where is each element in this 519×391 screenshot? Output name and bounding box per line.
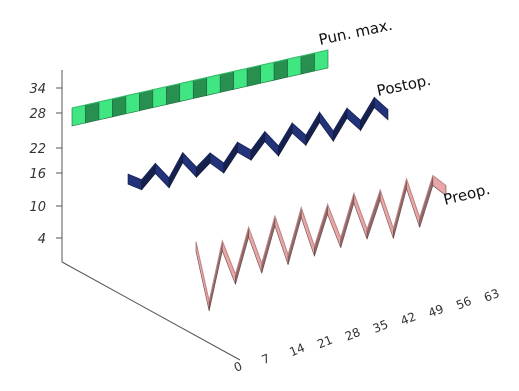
x-tick-label: 56 bbox=[454, 294, 473, 313]
ribbon-segment bbox=[98, 98, 113, 121]
ribbon-segment bbox=[152, 86, 167, 109]
y-tick-label: 10 bbox=[29, 200, 46, 215]
ribbon-segment bbox=[287, 55, 302, 78]
ribbon-segment bbox=[168, 152, 184, 189]
ribbon-segment bbox=[360, 96, 375, 132]
ribbon-segment bbox=[278, 122, 293, 158]
series-label: Pun. max. bbox=[317, 16, 394, 49]
ribbon-segment bbox=[346, 107, 361, 132]
x-tick-label: 7 bbox=[260, 351, 272, 367]
ribbon-segment bbox=[273, 58, 288, 81]
ribbon-edge bbox=[195, 174, 447, 302]
ribbon-segment bbox=[85, 101, 100, 124]
ribbon-segment bbox=[327, 204, 342, 248]
x-tick-label: 35 bbox=[371, 317, 390, 336]
series-ribbon bbox=[71, 49, 329, 127]
y-tick-label: 22 bbox=[29, 142, 46, 157]
series-group bbox=[71, 49, 447, 312]
y-tick-group: 34 28 22 16 10 4 bbox=[29, 82, 62, 247]
ribbon-segment bbox=[305, 111, 320, 147]
ribbon-segment bbox=[314, 49, 329, 72]
x-tick-label: 49 bbox=[426, 302, 445, 321]
ribbon-segment bbox=[192, 77, 208, 99]
ribbon-segment bbox=[237, 141, 252, 161]
x-tick-label: 63 bbox=[482, 286, 501, 305]
x-tick-label: 28 bbox=[343, 325, 362, 344]
y-tick-label: 34 bbox=[29, 82, 46, 97]
y-tick-label: 28 bbox=[29, 107, 46, 122]
ribbon-segment bbox=[223, 141, 238, 175]
series-ribbon bbox=[127, 96, 389, 191]
x-tick-label: 0 bbox=[232, 359, 244, 375]
ribbon-segment bbox=[112, 95, 127, 118]
ribbon-segment bbox=[260, 61, 275, 84]
depth-axis-line bbox=[61, 261, 241, 361]
ribbon-segment bbox=[248, 227, 263, 274]
ribbon-edge bbox=[71, 49, 329, 109]
series-label: Postop. bbox=[375, 71, 432, 100]
ribbon-segment bbox=[125, 92, 140, 115]
ribbon-edge bbox=[127, 96, 389, 181]
ribbon-segment bbox=[209, 152, 225, 174]
ribbon-segment bbox=[246, 64, 261, 87]
y-tick-label: 16 bbox=[29, 167, 46, 182]
axes bbox=[61, 70, 241, 361]
x-tick-group: 0 7 14 21 28 35 42 49 56 63 bbox=[232, 286, 501, 375]
ribbon-segment bbox=[219, 70, 234, 93]
ribbon-segment bbox=[233, 67, 248, 90]
ribbon-segment bbox=[139, 89, 154, 112]
series-ribbon bbox=[195, 174, 447, 312]
series-label-group: Pun. max. Postop. Preop. bbox=[317, 16, 492, 209]
ribbon-segment bbox=[179, 80, 194, 102]
ribbon-segment bbox=[206, 74, 221, 96]
ribbon-segment bbox=[319, 111, 334, 143]
ribbon-segment bbox=[291, 122, 307, 147]
ribbon-segment bbox=[332, 107, 348, 143]
x-tick-label: 14 bbox=[287, 341, 306, 360]
x-tick-label: 42 bbox=[399, 309, 418, 328]
ribbon-segment bbox=[71, 104, 86, 127]
y-tick-label: 4 bbox=[38, 232, 46, 247]
ribbon-segment bbox=[300, 52, 315, 75]
ribbon-segment bbox=[222, 240, 236, 285]
ribbon-segment bbox=[353, 193, 368, 240]
ribbon-segment bbox=[250, 130, 266, 162]
series-label: Preop. bbox=[442, 180, 492, 209]
ribbon-segment bbox=[166, 83, 181, 106]
x-tick-label: 21 bbox=[315, 333, 334, 352]
ribbon-segment bbox=[374, 96, 389, 121]
